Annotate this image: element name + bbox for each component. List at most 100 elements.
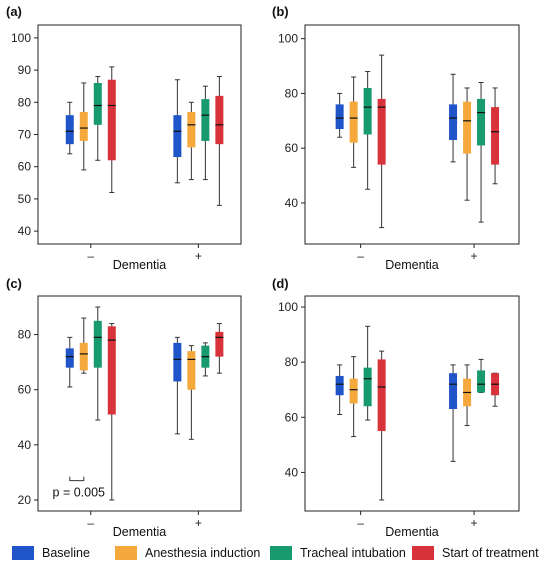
- y-tick-label: 60: [18, 383, 32, 397]
- panel-c: (c) 20 40 60 80 – + Dementia p = 0.005: [6, 276, 242, 539]
- box-plot-figure: (a) 40 50 60 70 80 90 100 – + Dementia (b) 40 60 80 100…: [6, 4, 520, 539]
- y-tick-label: 40: [18, 438, 32, 452]
- y-tick-label: 60: [285, 410, 299, 424]
- box-iqr: [491, 107, 500, 165]
- box-iqr: [173, 115, 182, 158]
- box-anesthesia-no-dementia: [79, 317, 88, 374]
- box-iqr: [349, 378, 358, 404]
- box-iqr: [65, 115, 74, 145]
- legend-label-tracheal: Tracheal intubation: [300, 546, 406, 560]
- box-iqr: [215, 95, 224, 145]
- box-tracheal-dementia: [201, 342, 210, 377]
- box-iqr: [79, 111, 88, 141]
- y-tick-label: 20: [18, 493, 32, 507]
- y-tick-label: 100: [278, 300, 298, 314]
- box-baseline-no-dementia: [65, 336, 74, 388]
- box-baseline-dementia: [173, 336, 182, 435]
- y-tick-label: 80: [18, 95, 32, 109]
- x-tick-label: –: [357, 249, 364, 263]
- box-anesthesia-no-dementia: [79, 82, 88, 171]
- box-iqr: [79, 342, 88, 371]
- x-axis-label: Dementia: [113, 258, 167, 272]
- box-baseline-dementia: [173, 79, 182, 184]
- box-start-no-dementia: [107, 66, 116, 193]
- box-start-dementia: [491, 87, 500, 185]
- x-axis-label: Dementia: [113, 525, 167, 539]
- box-iqr: [449, 104, 458, 140]
- box-iqr: [477, 98, 486, 146]
- x-axis-label: Dementia: [385, 525, 439, 539]
- box-iqr: [173, 342, 182, 382]
- plot-frame: [37, 295, 242, 512]
- y-tick-label: 40: [285, 465, 299, 479]
- box-tracheal-no-dementia: [363, 325, 372, 421]
- y-tick-label: 80: [285, 86, 299, 100]
- x-tick-label: +: [471, 249, 478, 263]
- y-tick-label: 50: [18, 192, 32, 206]
- legend-swatch-anesthesia: [115, 546, 137, 560]
- box-iqr: [93, 320, 102, 368]
- box-iqr: [93, 82, 102, 125]
- box-baseline-dementia: [449, 73, 458, 163]
- box-anesthesia-dementia: [187, 345, 196, 440]
- box-iqr: [377, 98, 386, 165]
- y-tick-label: 80: [18, 328, 32, 342]
- box-anesthesia-no-dementia: [349, 76, 358, 168]
- x-tick-label: +: [471, 516, 478, 530]
- box-anesthesia-dementia: [463, 87, 472, 201]
- box-iqr: [187, 111, 196, 148]
- panel-label: (a): [6, 4, 22, 19]
- box-iqr: [65, 348, 74, 368]
- plot-frame: [304, 295, 520, 512]
- box-iqr: [349, 101, 358, 143]
- box-start-dementia: [215, 76, 224, 206]
- box-iqr: [477, 370, 486, 393]
- box-baseline-no-dementia: [335, 92, 344, 138]
- x-tick-label: +: [195, 249, 202, 263]
- legend-swatch-tracheal: [270, 546, 292, 560]
- box-baseline-no-dementia: [65, 101, 74, 155]
- box-iqr: [107, 79, 116, 161]
- y-tick-label: 100: [11, 31, 31, 45]
- box-iqr: [107, 326, 116, 415]
- box-tracheal-no-dementia: [93, 76, 102, 161]
- box-baseline-no-dementia: [335, 364, 344, 416]
- box-iqr: [335, 104, 344, 130]
- p-value-annotation: p = 0.005: [53, 486, 106, 500]
- panel-label: (c): [6, 276, 22, 291]
- legend-item-baseline: Baseline: [12, 544, 90, 562]
- legend-swatch-baseline: [12, 546, 34, 560]
- x-axis-label: Dementia: [385, 258, 439, 272]
- legend-label-anesthesia: Anesthesia induction: [145, 546, 261, 560]
- box-start-no-dementia: [377, 54, 386, 229]
- panel-d: (d) 40 60 80 100 – + Dementia: [272, 276, 520, 539]
- box-tracheal-no-dementia: [93, 306, 102, 421]
- y-tick-label: 100: [278, 32, 298, 46]
- legend-swatch-start: [412, 546, 434, 560]
- legend-label-baseline: Baseline: [42, 546, 90, 560]
- box-tracheal-dementia: [477, 81, 486, 223]
- y-tick-label: 40: [285, 196, 299, 210]
- box-iqr: [215, 331, 224, 357]
- box-tracheal-dementia: [201, 85, 210, 181]
- y-tick-label: 80: [285, 355, 299, 369]
- panel-label: (d): [272, 276, 289, 291]
- box-iqr: [449, 373, 458, 410]
- box-iqr: [363, 87, 372, 135]
- legend-item-start: Start of treatment: [412, 544, 539, 562]
- box-start-dementia: [215, 323, 224, 374]
- x-tick-label: +: [195, 516, 202, 530]
- box-anesthesia-dementia: [187, 101, 196, 181]
- x-tick-label: –: [357, 516, 364, 530]
- panel-b: (b) 40 60 80 100 – + Dementia: [272, 4, 520, 272]
- box-start-no-dementia: [107, 323, 116, 501]
- significance-bracket: [69, 476, 85, 482]
- legend-label-start: Start of treatment: [442, 546, 539, 560]
- box-iqr: [335, 375, 344, 396]
- y-tick-label: 90: [18, 63, 32, 77]
- box-iqr: [363, 367, 372, 407]
- box-tracheal-dementia: [477, 358, 486, 393]
- box-iqr: [201, 99, 210, 141]
- y-tick-label: 60: [18, 160, 32, 174]
- box-anesthesia-no-dementia: [349, 356, 358, 438]
